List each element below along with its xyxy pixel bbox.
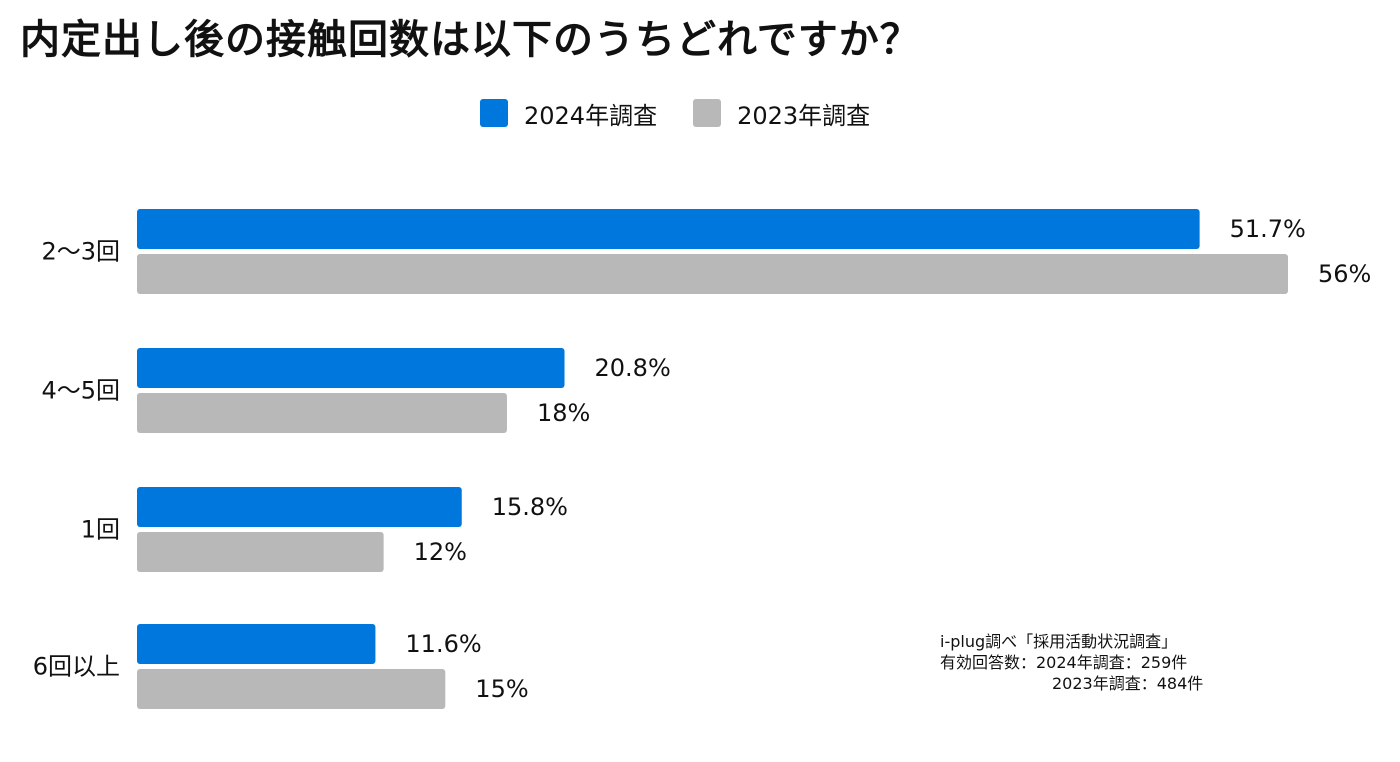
bar-2023	[137, 669, 446, 709]
bar-2024	[137, 624, 376, 664]
source-line-1: i-plug調べ「採用活動状況調査」	[940, 632, 1178, 651]
chart-title: 内定出し後の接触回数は以下のうちどれですか？	[20, 17, 921, 63]
bar-2024	[137, 348, 565, 388]
bar-2023	[137, 254, 1288, 294]
data-label: 51.7%	[1230, 215, 1306, 243]
category-label: 4〜5回	[41, 377, 120, 405]
legend: 2024年調査 2023年調査	[480, 96, 906, 130]
legend-item-2024: 2024年調査	[480, 96, 657, 131]
legend-swatch-2024	[480, 99, 508, 127]
data-label: 15%	[475, 675, 528, 703]
bar-2024	[137, 487, 462, 527]
legend-label-2023: 2023年調査	[737, 101, 871, 130]
data-label: 12%	[414, 538, 467, 566]
bar-2023	[137, 532, 384, 572]
legend-label-2024: 2024年調査	[524, 101, 658, 130]
legend-swatch-2023	[693, 99, 722, 127]
data-label: 20.8%	[595, 354, 671, 382]
data-label: 56%	[1318, 260, 1371, 288]
category-label: 6回以上	[33, 653, 120, 681]
data-label: 18%	[537, 399, 590, 427]
legend-item-2023: 2023年調査	[693, 96, 870, 131]
data-label: 11.6%	[405, 630, 481, 658]
bar-2024	[137, 209, 1200, 249]
source-line-2: 有効回答数：2024年調査：259件	[940, 653, 1188, 672]
category-label: 1回	[81, 516, 120, 544]
bar-2023	[137, 393, 507, 433]
source-line-3: 2023年調査：484件	[1052, 674, 1204, 693]
category-label: 2〜3回	[41, 238, 120, 266]
data-label: 15.8%	[492, 493, 568, 521]
source-note: i-plug調べ「採用活動状況調査」 有効回答数：2024年調査：259件 20…	[940, 631, 1203, 694]
